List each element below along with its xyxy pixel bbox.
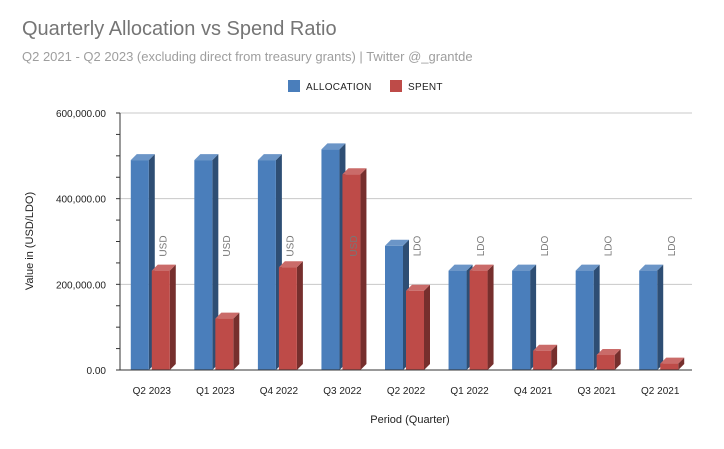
bar-top <box>257 154 282 161</box>
x-axis-title: Period (Quarter) <box>370 414 449 426</box>
legend-swatch-spent <box>390 80 402 92</box>
bar-side <box>614 349 621 370</box>
bar-top <box>512 264 537 271</box>
bar-allocation <box>448 270 467 370</box>
bar-top <box>639 264 664 271</box>
bar-top <box>194 154 219 161</box>
data-label: LDO <box>413 235 424 256</box>
bar-spent <box>278 267 297 370</box>
bar-allocation <box>130 160 149 370</box>
legend-label-allocation: ALLOCATION <box>306 82 372 93</box>
bar-allocation <box>575 270 594 370</box>
legend-label-spent: SPENT <box>408 82 443 93</box>
data-label: USD <box>286 235 297 256</box>
bar-side <box>169 264 176 370</box>
x-tick-label: Q4 2022 <box>260 386 299 397</box>
y-axis-title: Value in (USD/LDO) <box>24 192 36 290</box>
data-label: USD <box>222 235 233 256</box>
x-tick-label: Q1 2022 <box>450 386 489 397</box>
bar-top <box>215 312 240 319</box>
bar-side <box>360 168 367 370</box>
x-tick-label: Q3 2022 <box>323 386 362 397</box>
data-label: LDO <box>667 235 678 256</box>
y-tick-label: 600,000.00 <box>56 109 106 120</box>
data-label: USD <box>158 235 169 256</box>
bar-top <box>660 357 685 364</box>
bar-top <box>278 261 303 268</box>
x-tick-label: Q1 2023 <box>196 386 235 397</box>
bar-spent <box>533 350 552 370</box>
data-label: LDO <box>603 235 614 256</box>
bar-top <box>448 264 473 271</box>
x-tick-label: Q4 2021 <box>514 386 553 397</box>
y-tick-label: 200,000.00 <box>56 280 106 291</box>
y-tick-label: 0.00 <box>87 366 107 377</box>
bar-top <box>151 264 176 271</box>
bar-allocation <box>385 245 403 370</box>
bar-side <box>530 264 537 370</box>
bar-allocation <box>512 270 531 370</box>
bar-spent <box>342 174 361 370</box>
y-tick-label: 400,000.00 <box>56 195 106 206</box>
x-tick-label: Q2 2023 <box>133 386 172 397</box>
bar-allocation <box>257 160 276 370</box>
bar-side <box>678 357 685 370</box>
bar-top <box>385 239 409 246</box>
bar-allocation <box>194 160 213 370</box>
data-label: USD <box>349 235 360 256</box>
chart-subtitle: Q2 2021 - Q2 2023 (excluding direct from… <box>22 49 473 64</box>
bar-top <box>575 264 600 271</box>
bar-spent <box>151 270 170 370</box>
data-label: LDO <box>476 235 487 256</box>
bar-spent <box>406 290 424 370</box>
bar-top <box>321 143 346 150</box>
bar-allocation <box>639 270 658 370</box>
bar-top <box>130 154 155 161</box>
bar-side <box>212 154 219 370</box>
x-tick-label: Q2 2022 <box>387 386 426 397</box>
bar-allocation <box>321 149 340 370</box>
x-tick-label: Q3 2021 <box>577 386 616 397</box>
bar-spent <box>215 318 234 370</box>
bar-top <box>342 168 367 175</box>
bar-top <box>406 284 430 291</box>
bar-side <box>233 312 240 370</box>
bar-top <box>469 264 494 271</box>
bar-side <box>593 264 600 370</box>
bar-top <box>533 344 558 351</box>
bar-spent <box>660 363 679 370</box>
bar-side <box>551 344 558 370</box>
bar-side <box>487 264 494 370</box>
bar-side <box>657 264 664 370</box>
bar-spent <box>596 355 615 370</box>
legend-swatch-allocation <box>288 80 300 92</box>
bar-spent <box>469 270 488 370</box>
x-tick-label: Q2 2021 <box>641 386 680 397</box>
bar-top <box>596 349 621 356</box>
chart-title: Quarterly Allocation vs Spend Ratio <box>22 18 337 40</box>
bar-side <box>424 284 430 370</box>
bar-side <box>296 261 303 370</box>
data-label: LDO <box>540 235 551 256</box>
